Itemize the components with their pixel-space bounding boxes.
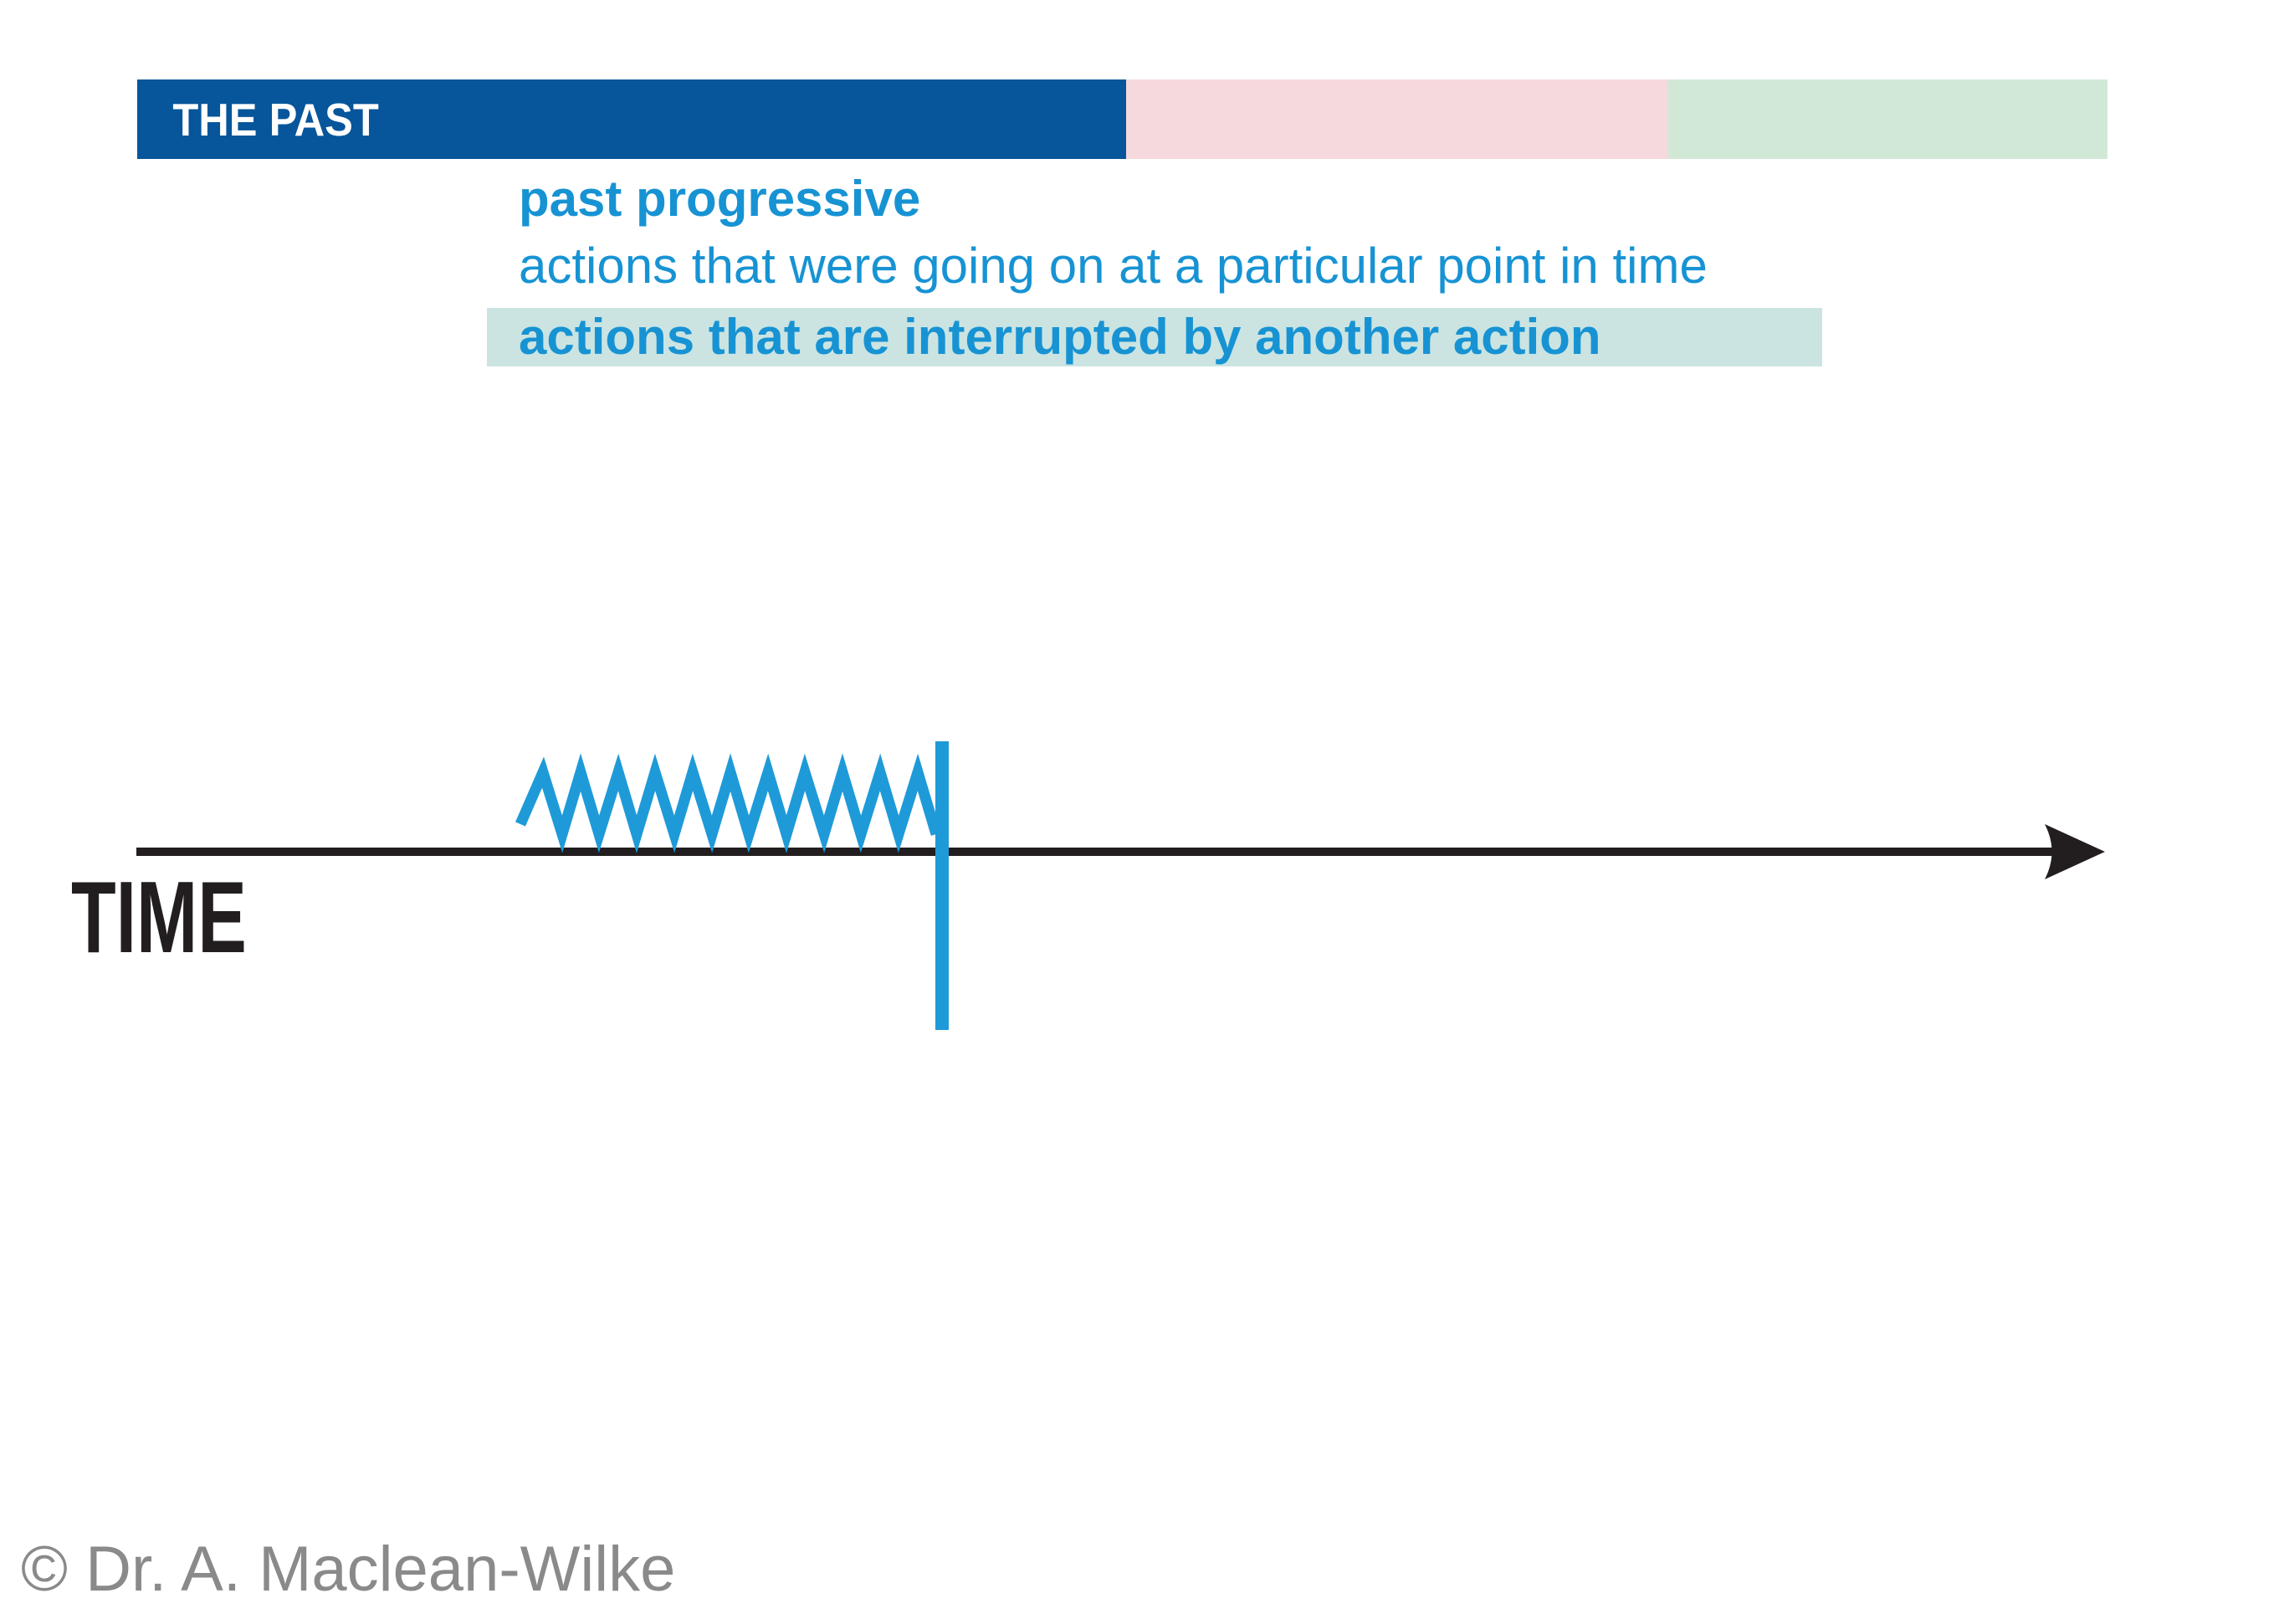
time-axis-arrowhead-icon	[2045, 824, 2105, 879]
tense-name: past progressive	[519, 171, 921, 227]
copyright-text: © Dr. A. Maclean-Wilke	[21, 1534, 676, 1605]
tense-usage-line-2-highlighted: actions that are interrupted by another …	[487, 308, 1822, 366]
header-segment-green	[1668, 79, 2107, 159]
ongoing-action-zigzag-icon	[515, 753, 942, 853]
time-axis-label: TIME	[71, 860, 247, 974]
tense-description-block: past progressive actions that were going…	[487, 166, 1822, 366]
header-past-label: THE PAST	[172, 93, 379, 146]
tense-header-bar: THE PAST	[137, 79, 2107, 159]
tense-usage-line-1: actions that were going on at a particul…	[519, 238, 1708, 294]
header-segment-the-past: THE PAST	[137, 79, 1126, 159]
header-segment-pink	[1126, 79, 1668, 159]
